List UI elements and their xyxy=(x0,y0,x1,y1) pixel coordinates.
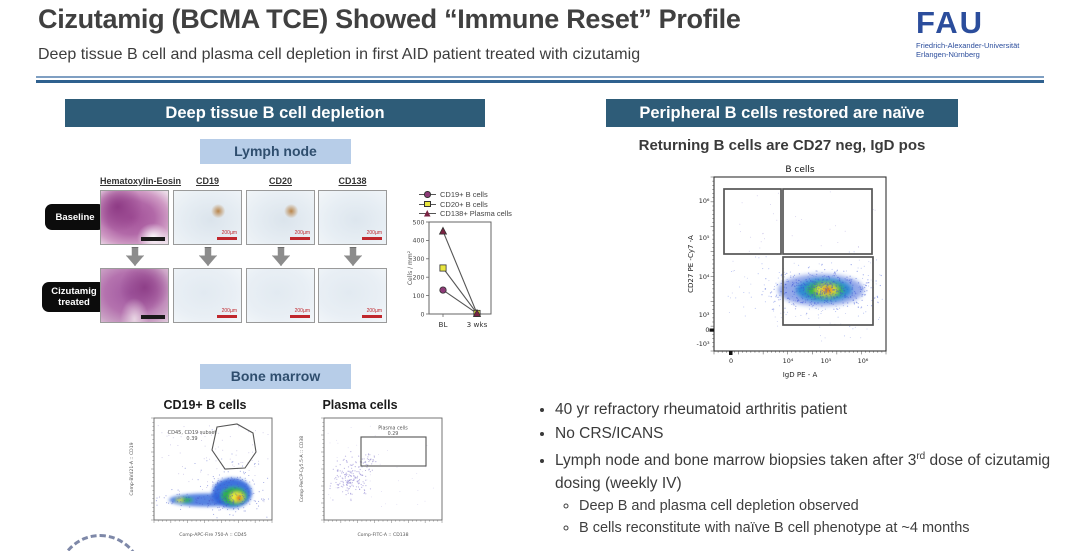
histology-column-header-cd20: CD20 xyxy=(268,176,292,186)
left-section-banner: Deep tissue B cell depletion xyxy=(65,99,485,127)
scale-bar xyxy=(217,315,237,318)
legend-triangle-icon xyxy=(424,210,431,217)
legend-item-cd20: CD20+ B cells xyxy=(419,200,512,210)
sub-bullet-item: B cells reconstitute with naïve B cell p… xyxy=(579,518,1065,540)
bullet-list: 40 yr refractory rheumatoid arthritis pa… xyxy=(535,399,1065,539)
down-arrow-icon xyxy=(126,247,144,266)
histology-column-header-cd19: CD19 xyxy=(195,176,219,186)
svg-text:10⁵: 10⁵ xyxy=(821,357,832,365)
row-label-baseline: Baseline xyxy=(45,204,105,230)
svg-text:400: 400 xyxy=(412,238,424,245)
svg-text:B cells: B cells xyxy=(785,165,815,175)
scale-bar xyxy=(217,237,237,240)
svg-text:3 wks: 3 wks xyxy=(467,320,488,329)
down-arrow-icon xyxy=(272,247,290,266)
histology-column-header-cd138: CD138 xyxy=(338,176,367,186)
histology-cd19-baseline: 200µm xyxy=(173,190,242,245)
svg-text:Comp-APC-Fire 750-A :: CD45: Comp-APC-Fire 750-A :: CD45 xyxy=(179,532,247,538)
svg-text:Plasma cells: Plasma cells xyxy=(378,426,408,432)
svg-text:10⁴: 10⁴ xyxy=(783,357,794,365)
bm-plot2-title: Plasma cells xyxy=(322,398,398,412)
down-arrow-icon xyxy=(199,247,217,266)
svg-text:0: 0 xyxy=(420,311,424,318)
row-label-cizutamig-treated: Cizutamig treated xyxy=(42,282,106,312)
fau-logo: FAU Friedrich-Alexander-Universität Erla… xyxy=(916,5,1066,59)
bullet-item: No CRS/ICANS xyxy=(555,423,1065,446)
histology-cd19-treated: 200µm xyxy=(173,268,242,323)
svg-text:Comp-FITC-A :: CD138: Comp-FITC-A :: CD138 xyxy=(357,532,408,538)
svg-text:0.29: 0.29 xyxy=(388,431,399,437)
legend-square-icon xyxy=(424,200,431,207)
page-subtitle: Deep tissue B cell and plasma cell deple… xyxy=(38,46,641,63)
scale-bar xyxy=(290,315,310,318)
right-subtitle: Returning B cells are CD27 neg, IgD pos xyxy=(638,137,926,154)
svg-text:Cells / mm²: Cells / mm² xyxy=(407,250,414,285)
scale-bar xyxy=(290,237,310,240)
depletion-chart-legend: CD19+ B cells CD20+ B cells CD138+ Plasm… xyxy=(419,190,512,219)
histology-he-treated xyxy=(100,268,169,323)
svg-text:100: 100 xyxy=(412,293,424,300)
histology-column-header-he: Hematoxylin-Eosin xyxy=(100,176,182,186)
svg-text:CD27 PE -Cy7 -A: CD27 PE -Cy7 -A xyxy=(687,235,695,293)
svg-text:IgD PE - A: IgD PE - A xyxy=(783,371,818,379)
svg-text:Comp-PerCP-Cy5.5-A :: CD38: Comp-PerCP-Cy5.5-A :: CD38 xyxy=(299,436,305,503)
sub-bullet-list: Deep B and plasma cell depletion observe… xyxy=(535,496,1065,539)
bone-marrow-banner: Bone marrow xyxy=(200,364,351,389)
sub-bullet-item: Deep B and plasma cell depletion observe… xyxy=(579,496,1065,518)
histology-cd138-treated: 200µm xyxy=(318,268,387,323)
svg-text:300: 300 xyxy=(412,256,424,263)
histology-he-baseline xyxy=(100,190,169,245)
svg-text:-10³: -10³ xyxy=(697,340,710,348)
peripheral-flow-plot: B cells 10⁶ 10⁵ 10⁴ 10³ 0 -10³ 0 10⁴ 10⁵ 10⁶ IgD P… xyxy=(687,165,887,379)
histology-cd20-baseline: 200µm xyxy=(246,190,315,245)
svg-text:10⁶: 10⁶ xyxy=(699,197,710,205)
svg-text:10⁴: 10⁴ xyxy=(699,273,710,281)
scale-bar xyxy=(362,315,382,318)
histology-cd138-baseline: 200µm xyxy=(318,190,387,245)
svg-text:CD45, CD19 subset: CD45, CD19 subset xyxy=(168,430,217,436)
bullet-item: Lymph node and bone marrow biopsies take… xyxy=(555,446,1065,495)
down-arrow-icon xyxy=(344,247,362,266)
legend-item-cd138: CD138+ Plasma cells xyxy=(419,209,512,219)
svg-text:0: 0 xyxy=(729,357,733,365)
lymph-node-banner: Lymph node xyxy=(200,139,351,164)
bm-plot1-title: CD19+ B cells xyxy=(163,398,247,412)
svg-text:BL: BL xyxy=(439,320,448,329)
right-section-banner: Peripheral B cells restored are naïve xyxy=(606,99,958,127)
fau-logo-acronym: FAU xyxy=(916,5,984,40)
depletion-chart-svg: Cells / mm² 0 100 200 300 400 500 BL 3 wks xyxy=(407,219,492,329)
svg-text:0: 0 xyxy=(705,326,709,334)
bullet-item: 40 yr refractory rheumatoid arthritis pa… xyxy=(555,399,1065,422)
svg-text:200: 200 xyxy=(412,275,424,282)
fau-university-name: Friedrich-Alexander-Universität Erlangen… xyxy=(916,41,1020,59)
legend-circle-icon xyxy=(424,191,431,198)
scale-bar xyxy=(141,315,165,319)
page-title: Cizutamig (BCMA TCE) Showed “Immune Rese… xyxy=(38,4,741,34)
svg-text:500: 500 xyxy=(412,219,424,226)
svg-text:10⁶: 10⁶ xyxy=(858,357,869,365)
svg-text:0.39: 0.39 xyxy=(186,436,197,442)
legend-item-cd19: CD19+ B cells xyxy=(419,190,512,200)
scale-bar xyxy=(362,237,382,240)
svg-text:Comp-BV421-A :: CD19: Comp-BV421-A :: CD19 xyxy=(129,442,135,495)
svg-text:10⁵: 10⁵ xyxy=(699,234,710,242)
svg-text:10³: 10³ xyxy=(699,311,710,319)
histology-cd20-treated: 200µm xyxy=(246,268,315,323)
scale-bar xyxy=(141,237,165,241)
header-divider xyxy=(36,76,1044,83)
